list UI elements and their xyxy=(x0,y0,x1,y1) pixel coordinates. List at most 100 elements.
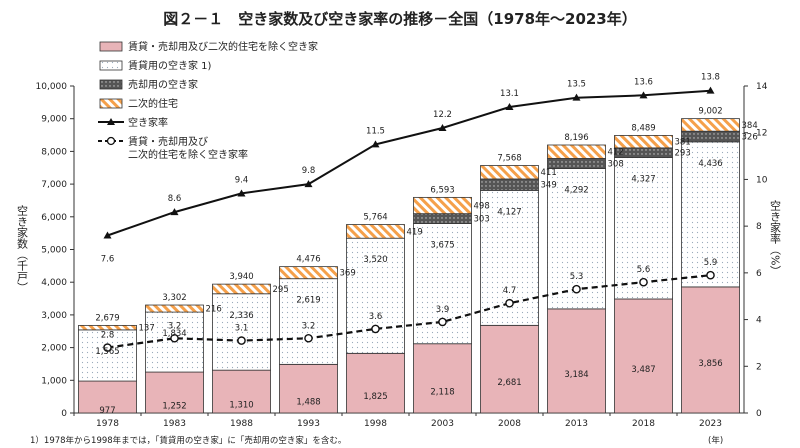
vacancy-rate-label: 13.1 xyxy=(500,89,519,99)
legend-label: 賃貸・売却用及び二次的住宅を除く空き家 xyxy=(128,40,318,53)
vacancy-rate-marker xyxy=(170,208,179,216)
y2-tick-label: 8 xyxy=(756,222,762,232)
x-tick-label: 1988 xyxy=(230,419,253,429)
bar-value-label: 326 xyxy=(742,133,758,143)
other-vacancy-rate-label: 3.2 xyxy=(168,321,182,331)
chart-title: 図２－１ 空き家数及び空き家率の推移－全国（1978年～2023年） xyxy=(163,10,637,28)
other-vacancy-rate-marker xyxy=(706,270,715,280)
bar-segment xyxy=(614,135,673,149)
other-vacancy-rate-marker xyxy=(505,298,514,308)
other-vacancy-rate-marker xyxy=(237,336,246,345)
lines xyxy=(103,86,715,352)
bar-value-label: 3,675 xyxy=(430,241,454,251)
y2-tick-label: 0 xyxy=(756,409,762,419)
other-vacancy-rate-marker xyxy=(438,317,447,327)
x-tick-label: 1993 xyxy=(297,419,320,429)
bar-value-label: 411 xyxy=(541,168,557,178)
vacancy-rate-label: 13.6 xyxy=(634,77,653,87)
legend-label: 賃貸・売却用及び xyxy=(128,135,208,148)
bar-segment xyxy=(212,369,271,414)
bar-segment xyxy=(346,237,405,354)
bars xyxy=(78,118,740,414)
other-vacancy-rate-marker xyxy=(639,277,648,287)
y2-tick-label: 14 xyxy=(756,82,768,92)
other-vacancy-rate-label: 3.2 xyxy=(302,321,316,331)
vacancy-rate-marker xyxy=(304,180,313,188)
other-vacancy-rate-marker xyxy=(572,284,581,294)
bar-value-label: 369 xyxy=(340,269,356,279)
bar-value-label: 2,336 xyxy=(229,311,253,321)
vacancy-rate-label: 7.6 xyxy=(101,254,115,264)
y2-axis-title: 空き家率（%） xyxy=(769,199,782,277)
bar-value-label: 4,327 xyxy=(631,174,655,184)
bar-segment xyxy=(346,352,405,414)
bar-value-label: 2,619 xyxy=(296,296,320,306)
y2-tick-label: 2 xyxy=(756,362,762,372)
other-vacancy-rate-label: 3.1 xyxy=(235,324,249,334)
legend-label: 賃貸用の空き家 1) xyxy=(128,59,212,72)
vacancy-rate-marker xyxy=(438,124,447,132)
bar-segment xyxy=(279,363,338,414)
x-tick-label: 1983 xyxy=(163,419,186,429)
other-vacancy-rate-label: 5.9 xyxy=(704,258,718,268)
bar-segment xyxy=(145,371,204,414)
vacancy-rate-label: 8.6 xyxy=(168,194,182,204)
bar-value-label: 381 xyxy=(675,138,691,148)
bar-total-label: 4,476 xyxy=(296,255,320,265)
bar-value-label: 3,487 xyxy=(631,365,655,375)
x-tick-label: 1978 xyxy=(96,419,119,429)
other-vacancy-rate-line xyxy=(107,274,711,349)
bar-value-label: 4,292 xyxy=(564,186,588,196)
bar-value-label: 1,310 xyxy=(229,401,253,411)
bar-value-label: 1,834 xyxy=(162,329,186,339)
bar-value-label: 308 xyxy=(608,159,624,169)
bar-segment xyxy=(480,178,539,191)
bar-segment xyxy=(614,298,673,414)
bar-value-label: 216 xyxy=(206,305,222,315)
y-tick-label: 7,000 xyxy=(41,180,67,190)
vacancy-rate-marker xyxy=(639,91,648,99)
x-tick-label: 2003 xyxy=(431,419,454,429)
bar-value-label: 977 xyxy=(99,406,115,416)
bar-segment xyxy=(413,343,472,414)
other-vacancy-rate-label: 4.7 xyxy=(503,286,517,296)
bar-segment xyxy=(547,308,606,414)
bar-segment xyxy=(78,380,137,414)
legend-swatch xyxy=(99,79,123,90)
bar-value-label: 498 xyxy=(474,202,490,212)
other-vacancy-rate-marker xyxy=(103,343,112,352)
vacancy-rate-marker xyxy=(706,86,715,94)
other-vacancy-rate-label: 2.8 xyxy=(101,331,115,341)
y-tick-label: 9,000 xyxy=(41,115,67,125)
y-tick-label: 8,000 xyxy=(41,147,67,157)
bar-segment xyxy=(78,329,137,382)
bar-value-label: 3,856 xyxy=(698,359,722,369)
bar-total-label: 3,940 xyxy=(229,272,253,282)
y-tick-label: 3,000 xyxy=(41,311,67,321)
bar-total-label: 2,679 xyxy=(95,313,119,323)
bar-segment xyxy=(413,213,472,224)
y2-tick-label: 4 xyxy=(756,316,762,326)
bar-segment xyxy=(614,157,673,300)
bar-segment xyxy=(681,141,740,288)
vacancy-rate-label: 13.8 xyxy=(701,73,720,83)
y-tick-label: 4,000 xyxy=(41,278,67,288)
bar-segment xyxy=(346,224,405,239)
bar-value-label: 419 xyxy=(407,227,423,237)
legend-label: 売却用の空き家 xyxy=(128,78,198,91)
vacancy-rate-marker xyxy=(103,231,112,239)
bar-segment xyxy=(279,266,338,280)
bar-total-label: 6,593 xyxy=(430,185,454,195)
vacancy-rate-label: 12.2 xyxy=(433,110,452,120)
y2-tick-label: 6 xyxy=(756,269,762,279)
y-tick-label: 6,000 xyxy=(41,213,67,223)
y-tick-label: 10,000 xyxy=(36,82,68,92)
bar-segment xyxy=(78,324,137,331)
x-unit: (年) xyxy=(708,435,723,446)
other-vacancy-rate-label: 5.3 xyxy=(570,272,584,282)
legend-swatch xyxy=(99,98,123,109)
y2-tick-label: 10 xyxy=(756,175,768,185)
bar-value-label: 2,118 xyxy=(430,387,454,397)
y-tick-label: 1,000 xyxy=(41,376,67,386)
